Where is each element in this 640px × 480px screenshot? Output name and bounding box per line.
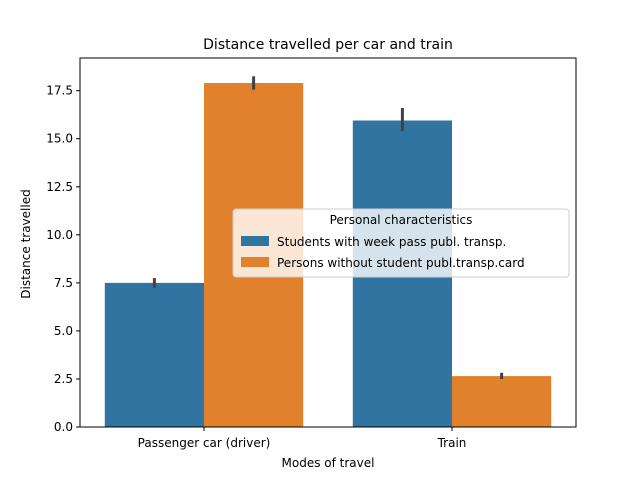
legend-swatch-2 <box>241 257 269 267</box>
y-tick-label: 12.5 <box>46 180 73 194</box>
y-tick-label: 7.5 <box>54 276 73 290</box>
legend-frame <box>232 208 570 278</box>
y-tick-label: 17.5 <box>46 84 73 98</box>
x-axis-label: Modes of travel <box>282 456 375 470</box>
y-tick-label: 0.0 <box>54 420 73 434</box>
y-tick-label: 15.0 <box>46 132 73 146</box>
y-tick-label: 10.0 <box>46 228 73 242</box>
chart-title: Distance travelled per car and train <box>203 37 453 53</box>
legend-swatch-1 <box>241 236 269 246</box>
plot-frame <box>79 57 577 428</box>
legend-title: Personal characteristics <box>330 213 473 227</box>
legend-label-2: Persons without student publ.transp.card <box>277 256 525 270</box>
y-axis: 0.0 2.5 5.0 7.5 10.0 12.5 15.0 17.5 <box>46 84 80 434</box>
legend-label-1: Students with week pass publ. transp. <box>277 235 506 249</box>
bar-series1-1 <box>104 282 204 427</box>
y-tick-label: 2.5 <box>54 372 73 386</box>
x-tick-label: Train <box>437 436 467 450</box>
legend: Personal characteristics Students with w… <box>232 208 570 278</box>
x-axis: Passenger car (driver) Train <box>138 427 467 450</box>
x-tick-label: Passenger car (driver) <box>138 436 271 450</box>
y-axis-label: Distance travelled <box>19 189 33 298</box>
y-tick-label: 5.0 <box>54 324 73 338</box>
bar-series2-2 <box>452 376 552 427</box>
legend-entries: Students with week pass publ. transp. Per… <box>241 235 525 270</box>
